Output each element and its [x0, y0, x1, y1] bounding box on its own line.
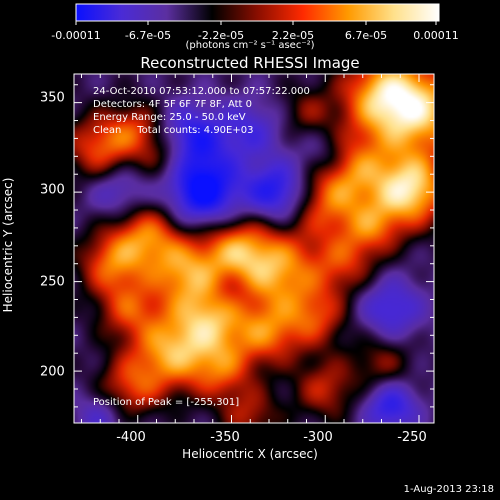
colorbar-tick-label: 2.2e-05	[271, 29, 315, 42]
y-tick-label: 200	[40, 364, 65, 380]
peak-position-label: Position of Peak = [-255,301]	[93, 397, 240, 408]
info-energy-range: Energy Range: 25.0 - 50.0 keV	[93, 112, 246, 123]
y-tick-label: 250	[40, 274, 65, 290]
colorbar-tick-label: -6.7e-05	[124, 29, 172, 42]
colorbar-tick-label: -2.2e-05	[197, 29, 245, 42]
info-detectors: Detectors: 4F 5F 6F 7F 8F, Att 0	[93, 99, 253, 110]
chart-title: Reconstructed RHESSI Image	[140, 54, 360, 72]
x-tick-label: -400	[116, 430, 146, 445]
info-time-range: 24-Oct-2010 07:53:12.000 to 07:57:22.000	[93, 86, 310, 97]
footer-date: 1-Aug-2013 23:18	[403, 484, 494, 495]
y-tick-label: 350	[40, 90, 65, 106]
x-axis-label: Heliocentric X (arcsec)	[182, 447, 318, 461]
info-counts: Clean Total counts: 4.90E+03	[93, 125, 254, 136]
heatmap-image	[74, 74, 434, 423]
colorbar	[75, 3, 440, 22]
colorbar-units: (photons cm⁻² s⁻¹ asec⁻²)	[185, 40, 315, 51]
y-axis-label: Heliocentric Y (arcsec)	[1, 177, 15, 313]
x-tick-label: -250	[397, 430, 427, 445]
colorbar-ticks	[75, 21, 437, 25]
colorbar-tick-label: 0.00011	[413, 29, 459, 42]
plot-frame	[73, 73, 435, 424]
colorbar-tick-label: -0.00011	[51, 29, 101, 42]
y-tick-label: 300	[40, 182, 65, 198]
x-tick-label: -300	[303, 430, 333, 445]
colorbar-tick-label: 6.7e-05	[344, 29, 388, 42]
x-tick-label: -350	[210, 430, 240, 445]
axis-ticks	[74, 74, 434, 423]
